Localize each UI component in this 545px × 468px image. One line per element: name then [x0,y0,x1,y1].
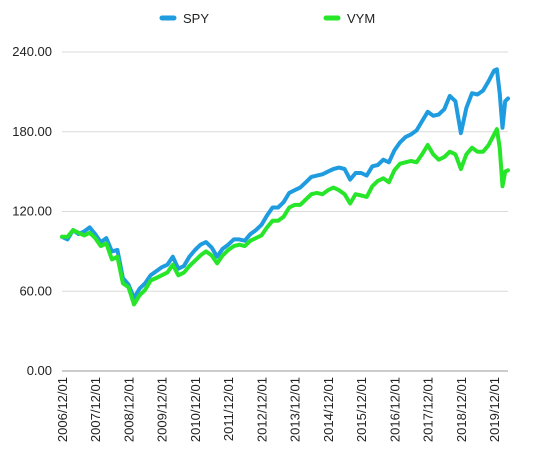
x-tick-label: 2010/12/01 [188,377,203,442]
x-tick-label: 2017/12/01 [421,377,436,442]
y-tick-label: 120.00 [12,204,52,219]
chart-legend: SPY VYM [159,11,375,26]
x-tick-label: 2006/12/01 [55,377,70,442]
y-tick-label: 240.00 [12,44,52,59]
x-tick-label: 2008/12/01 [121,377,136,442]
legend-label-spy: SPY [183,11,209,26]
series-line-spy [60,67,510,300]
x-tick-label: 2016/12/01 [387,377,402,442]
x-tick-label: 2011/12/01 [221,377,236,441]
y-tick-label: 0.00 [27,363,52,378]
x-axis-ticks: 2006/12/01 2007/12/01 2008/12/01 2009/12/01… [55,377,502,442]
y-tick-label: 180.00 [12,124,52,139]
x-tick-label: 2007/12/01 [88,377,103,442]
y-tick-label: 60.00 [19,283,52,298]
x-tick-label: 2012/12/01 [254,377,269,442]
y-axis-ticks: 0.00 60.00 120.00 180.00 240.00 [12,44,52,378]
legend-label-vym: VYM [347,11,375,26]
x-tick-label: 2013/12/01 [288,377,303,442]
x-tick-label: 2018/12/01 [454,377,469,442]
series-line-vym [60,127,510,307]
x-tick-label: 2014/12/01 [321,377,336,442]
x-tick-label: 2015/12/01 [354,377,369,442]
x-tick-label: 2009/12/01 [155,377,170,442]
chart-series [60,67,510,307]
x-tick-label: 2019/12/01 [487,377,502,442]
